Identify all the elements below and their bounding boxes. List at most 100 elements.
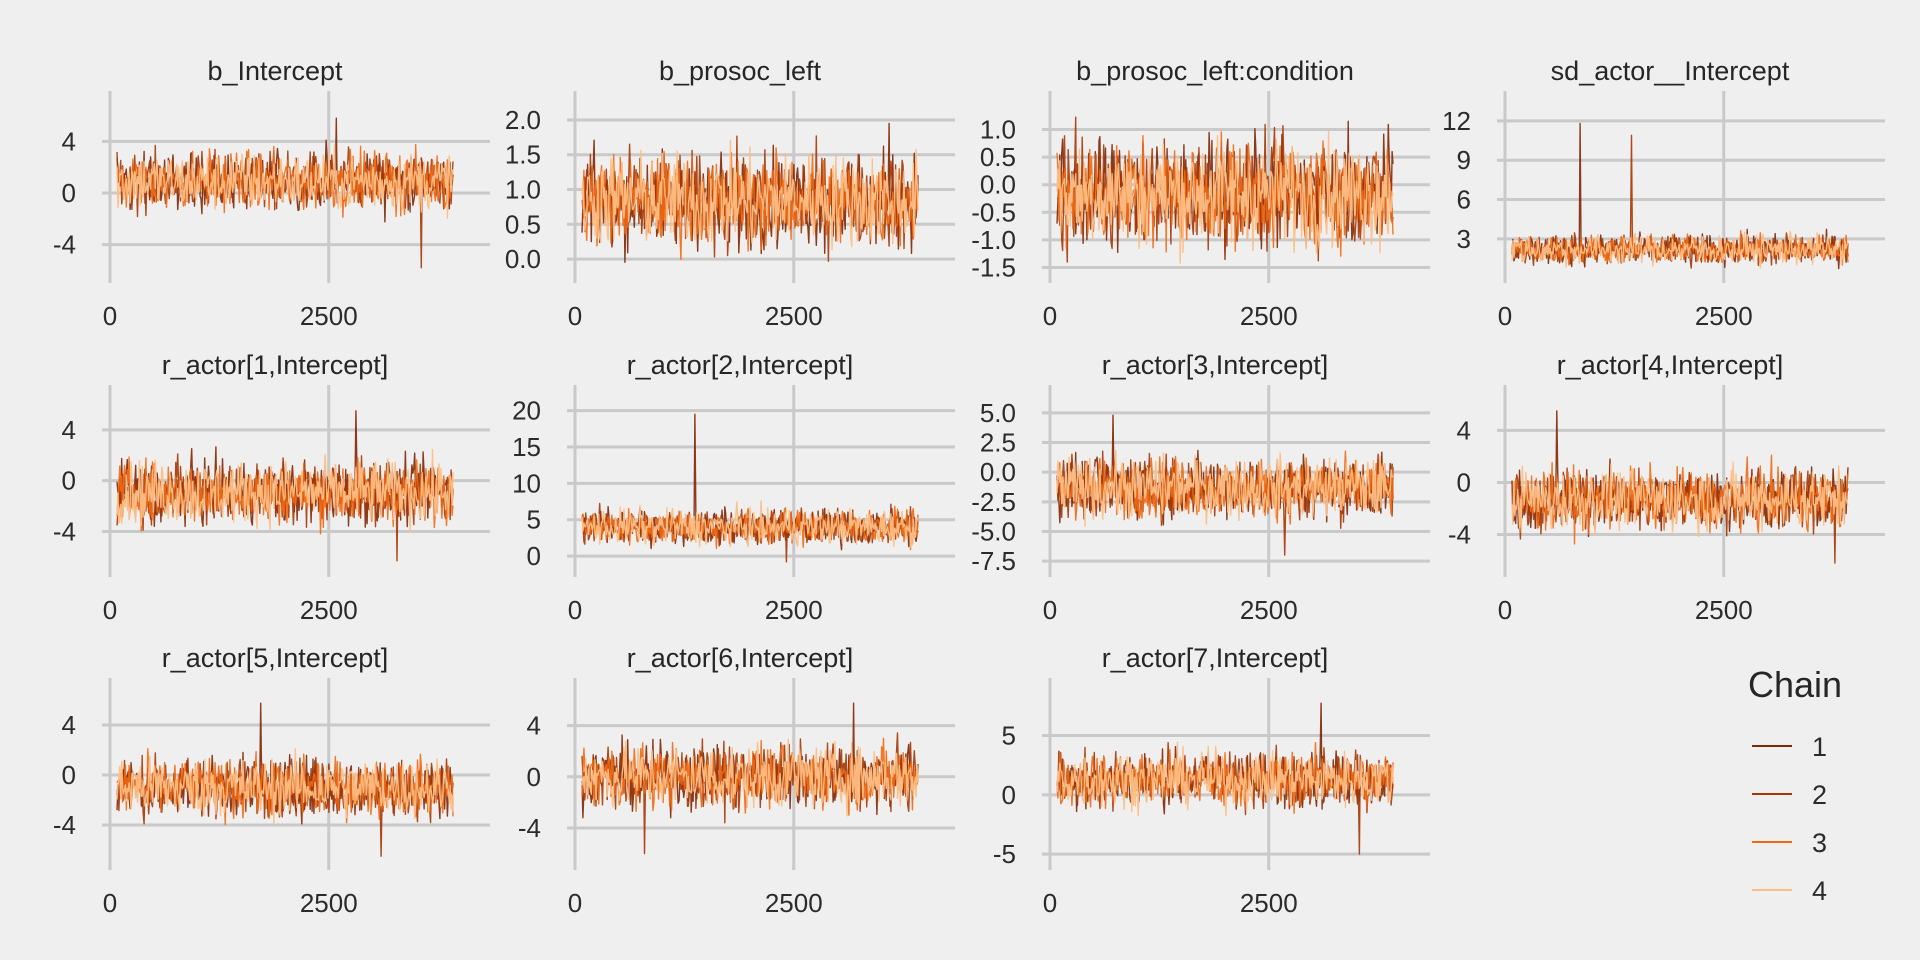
y-tick-label: 6 xyxy=(1457,185,1471,215)
trace-panel: r_actor[7,Intercept] -5 0 5 0 2500 xyxy=(993,643,1430,918)
panel-title: r_actor[2,Intercept] xyxy=(627,350,854,380)
y-tick-label: 0 xyxy=(62,466,76,496)
chain-4-trace xyxy=(581,738,919,817)
x-tick-label: 2500 xyxy=(1695,301,1753,331)
x-tick-label: 2500 xyxy=(1240,888,1298,918)
panel-title: b_prosoc_left:condition xyxy=(1076,56,1354,86)
y-tick-label: 0.0 xyxy=(980,457,1016,487)
trace-panel: r_actor[4,Intercept] -4 0 4 0 2500 xyxy=(1448,350,1885,625)
trace-panel: sd_actor__Intercept 3 6 9 12 0 2500 xyxy=(1442,56,1885,331)
y-tick-label: 0 xyxy=(62,178,76,208)
chain-4-trace xyxy=(1511,461,1849,538)
chain-4-trace xyxy=(1511,230,1849,269)
x-tick-label: 0 xyxy=(1043,595,1057,625)
y-tick-label: 12 xyxy=(1442,106,1471,136)
y-tick-label: -4 xyxy=(518,813,541,843)
chain-4-trace xyxy=(1056,741,1394,817)
y-tick-label: -7.5 xyxy=(971,546,1016,576)
trace-panel: b_prosoc_left 0.0 0.5 1.0 1.5 2.0 0 2500 xyxy=(505,56,955,331)
y-tick-label: 0.5 xyxy=(980,142,1016,172)
chain-4-trace xyxy=(1056,130,1394,264)
chain-4-trace xyxy=(581,500,919,548)
y-tick-label: 3 xyxy=(1457,224,1471,254)
x-tick-label: 0 xyxy=(1498,595,1512,625)
x-tick-label: 2500 xyxy=(765,301,823,331)
y-tick-label: -1.5 xyxy=(971,252,1016,282)
y-tick-label: 4 xyxy=(527,711,541,741)
legend-label: 4 xyxy=(1812,876,1827,906)
y-tick-label: 4 xyxy=(62,126,76,156)
x-tick-label: 2500 xyxy=(765,888,823,918)
trace-panel: b_prosoc_left:condition -1.5-1.0-0.50.00.… xyxy=(971,56,1430,331)
x-tick-label: 2500 xyxy=(300,595,358,625)
panel-title: r_actor[6,Intercept] xyxy=(627,643,854,673)
x-tick-label: 2500 xyxy=(300,301,358,331)
panel-title: r_actor[5,Intercept] xyxy=(162,643,389,673)
chain-4-trace xyxy=(1056,449,1394,527)
x-tick-label: 2500 xyxy=(1240,595,1298,625)
legend-label: 2 xyxy=(1812,780,1827,810)
y-tick-label: 0 xyxy=(527,541,541,571)
y-tick-label: 0.0 xyxy=(980,170,1016,200)
x-tick-label: 2500 xyxy=(1240,301,1298,331)
y-tick-label: -4 xyxy=(53,230,76,260)
panel-title: r_actor[1,Intercept] xyxy=(162,350,389,380)
chain-2-trace xyxy=(581,135,919,262)
trace-panel: r_actor[3,Intercept] -7.5-5.0-2.50.02.55.… xyxy=(971,350,1430,625)
y-tick-label: 10 xyxy=(512,468,541,498)
y-tick-label: -2.5 xyxy=(971,487,1016,517)
y-tick-label: 4 xyxy=(62,415,76,445)
y-tick-label: 4 xyxy=(1457,415,1471,445)
y-tick-label: 2.0 xyxy=(505,105,541,135)
x-tick-label: 0 xyxy=(568,888,582,918)
y-tick-label: 0.5 xyxy=(505,209,541,239)
x-tick-label: 0 xyxy=(1043,301,1057,331)
y-tick-label: 0 xyxy=(1457,467,1471,497)
y-tick-label: 0 xyxy=(1002,780,1016,810)
y-tick-label: 5 xyxy=(1002,721,1016,751)
chain-1-trace xyxy=(116,117,454,223)
legend-title: Chain xyxy=(1748,664,1842,705)
trace-panel: b_Intercept -4 0 4 0 2500 xyxy=(53,56,490,331)
x-tick-label: 0 xyxy=(103,301,117,331)
y-tick-label: 5.0 xyxy=(980,398,1016,428)
chain-4-trace xyxy=(116,144,454,219)
panel-title: sd_actor__Intercept xyxy=(1551,56,1790,86)
y-tick-label: -0.5 xyxy=(971,197,1016,227)
panel-title: b_Intercept xyxy=(207,56,343,86)
y-tick-label: 15 xyxy=(512,432,541,462)
panel-title: r_actor[3,Intercept] xyxy=(1102,350,1329,380)
trace-panel: r_actor[2,Intercept] 0 5 10 15 20 0 2500 xyxy=(512,350,955,625)
legend-label: 3 xyxy=(1812,828,1827,858)
chain-3-trace xyxy=(1056,450,1394,525)
y-tick-label: 4 xyxy=(62,710,76,740)
x-tick-label: 0 xyxy=(568,595,582,625)
chain-4-trace xyxy=(581,139,919,251)
y-tick-label: 1.0 xyxy=(505,175,541,205)
chain-2-trace xyxy=(116,144,454,269)
panel-title: r_actor[7,Intercept] xyxy=(1102,643,1329,673)
x-tick-label: 0 xyxy=(103,888,117,918)
chain-4-trace xyxy=(116,748,454,824)
y-tick-label: 9 xyxy=(1457,145,1471,175)
x-tick-label: 2500 xyxy=(1695,595,1753,625)
x-tick-label: 2500 xyxy=(300,888,358,918)
trace-panel: r_actor[1,Intercept] -4 0 4 0 2500 xyxy=(53,350,490,625)
y-tick-label: 0.0 xyxy=(505,244,541,274)
panel-title: b_prosoc_left xyxy=(659,56,822,86)
x-tick-label: 0 xyxy=(1498,301,1512,331)
x-tick-label: 0 xyxy=(103,595,117,625)
x-tick-label: 0 xyxy=(1043,888,1057,918)
y-tick-label: -4 xyxy=(53,810,76,840)
y-tick-label: 1.5 xyxy=(505,140,541,170)
y-tick-label: -4 xyxy=(1448,519,1471,549)
y-tick-label: 2.5 xyxy=(980,428,1016,458)
legend-label: 1 xyxy=(1812,732,1827,762)
chain-legend: Chain 1 2 3 4 xyxy=(1748,664,1842,906)
panel-title: r_actor[4,Intercept] xyxy=(1557,350,1784,380)
y-tick-label: -4 xyxy=(53,516,76,546)
y-tick-label: 0 xyxy=(527,762,541,792)
y-tick-label: 0 xyxy=(62,760,76,790)
